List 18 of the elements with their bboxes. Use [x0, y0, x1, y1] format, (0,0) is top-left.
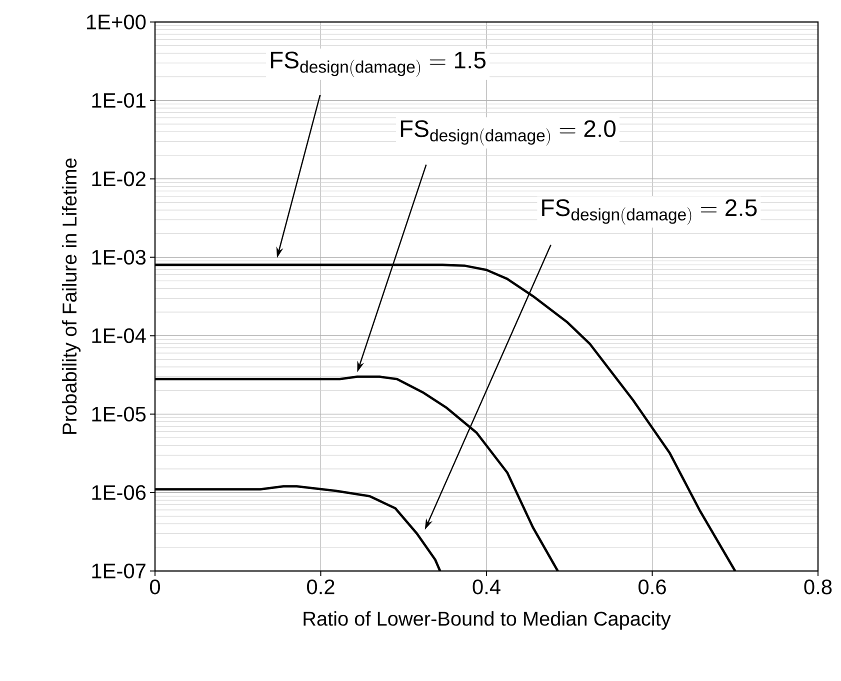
y-tick-label: 1E-03	[92, 250, 146, 265]
y-tick-label: 1E-07	[92, 564, 146, 578]
y-tick-label: 1E-06	[92, 485, 146, 500]
x-tick-label: 0.2	[307, 580, 334, 594]
x-tick-label: 0.8	[804, 580, 832, 594]
x-tick-label: 0.4	[472, 580, 500, 594]
y-tick-label: 1E-02	[92, 171, 146, 186]
annotation: $\mathrm{FS}_{\mathrm{design(damage)}}\mathrm{\ {=}\ 1.5}$	[270, 52, 486, 77]
annotation: $\mathrm{FS}_{\mathrm{design(damage)}}\mathrm{\ {=}\ 2.0}$	[400, 120, 616, 146]
annotation: $\mathrm{FS}_{\mathrm{design(damage)}}\mathrm{\ {=}\ 2.5}$	[542, 199, 757, 225]
y-tick-label: 1E+00	[87, 14, 146, 30]
x-tick-label: 0	[150, 580, 160, 594]
x-axis-title: Ratio of Lower-Bound to Median Capacity	[304, 611, 671, 630]
y-tick-label: 1E-05	[92, 406, 146, 422]
y-tick-label: 1E-04	[92, 328, 146, 344]
y-axis-title: Probability of Failure in Lifetime	[62, 158, 81, 434]
x-tick-label: 0.6	[638, 580, 666, 594]
y-tick-label: 1E-01	[92, 93, 146, 108]
